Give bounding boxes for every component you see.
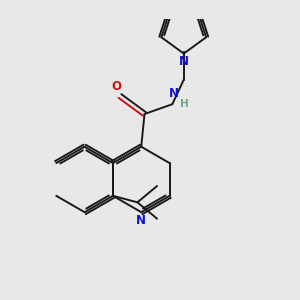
Text: O: O [112,80,122,93]
Text: H: H [180,99,189,109]
Text: N: N [136,214,146,227]
Text: N: N [169,87,179,100]
Text: N: N [179,55,189,68]
